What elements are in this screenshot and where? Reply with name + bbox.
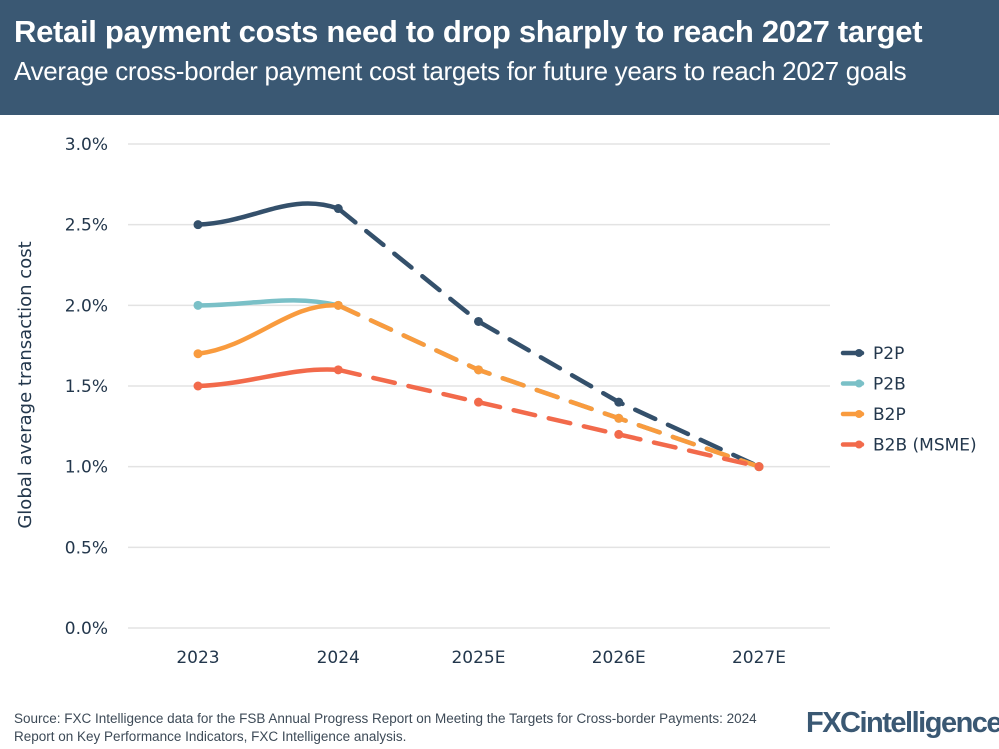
data-point (474, 397, 483, 407)
series-p2p (193, 201, 764, 472)
y-tick-label: 1.0% (65, 458, 108, 478)
x-tick-label: 2026E (592, 648, 646, 668)
y-tick-label: 1.5% (65, 377, 108, 397)
data-point (474, 365, 483, 375)
solid-segment (195, 201, 341, 227)
fxc-logo: FXCintelligence (806, 707, 999, 739)
solid-segment (195, 367, 341, 389)
y-tick-label: 0.5% (65, 538, 108, 558)
data-point (474, 316, 483, 326)
y-tick-label: 2.0% (65, 296, 108, 316)
solid-segment (195, 303, 341, 356)
series-lines (193, 201, 764, 472)
data-point (193, 300, 203, 310)
data-point (333, 365, 343, 375)
legend-marker (855, 440, 863, 449)
y-tick-label: 2.5% (65, 216, 108, 236)
data-point (193, 220, 203, 230)
legend-marker (855, 410, 863, 418)
data-point (754, 462, 764, 472)
legend-marker (855, 379, 863, 388)
legend: P2P P2B B2P B2B (MSME) (840, 344, 977, 456)
y-tick-label: 0.0% (65, 619, 108, 639)
legend-label: P2B (873, 375, 906, 395)
y-axis-label: Global average transaction cost (15, 241, 36, 528)
legend-item: P2P (840, 344, 904, 364)
dashed-segment (336, 367, 762, 469)
data-point (193, 349, 203, 359)
data-point (614, 397, 624, 407)
x-tick-label: 2023 (176, 648, 219, 668)
data-point (193, 381, 203, 391)
header-banner: Retail payment costs need to drop sharpl… (0, 0, 999, 115)
chart-title: Retail payment costs need to drop sharpl… (14, 14, 923, 49)
legend-marker (855, 349, 863, 357)
solid-segment (195, 298, 341, 308)
x-tick-label: 2027E (732, 648, 786, 668)
dashed-segment (336, 206, 762, 469)
series-b2b-msme (193, 365, 764, 472)
x-axis-ticks: 2023 2024 2025E 2026E 2027E (176, 648, 786, 668)
data-point (333, 300, 343, 310)
y-axis-ticks: 0.0% 0.5% 1.0% 1.5% 2.0% 2.5% 3.0% (65, 135, 108, 639)
legend-label: B2B (MSME) (873, 436, 977, 456)
dashed-segment (336, 303, 762, 469)
data-point (614, 429, 624, 439)
legend-label: B2P (873, 405, 906, 425)
x-tick-label: 2025E (451, 648, 505, 668)
y-tick-label: 3.0% (65, 135, 108, 155)
gridlines (128, 143, 830, 629)
legend-item: P2B (840, 375, 906, 395)
source-note: Source: FXC Intelligence data for the FS… (14, 711, 757, 744)
chart-subtitle: Average cross-border payment cost target… (14, 56, 907, 86)
data-point (614, 413, 624, 423)
legend-item: B2B (MSME) (840, 436, 977, 456)
data-point (333, 204, 343, 214)
legend-item: B2P (840, 405, 906, 425)
x-tick-label: 2024 (317, 648, 360, 668)
legend-label: P2P (873, 344, 904, 364)
